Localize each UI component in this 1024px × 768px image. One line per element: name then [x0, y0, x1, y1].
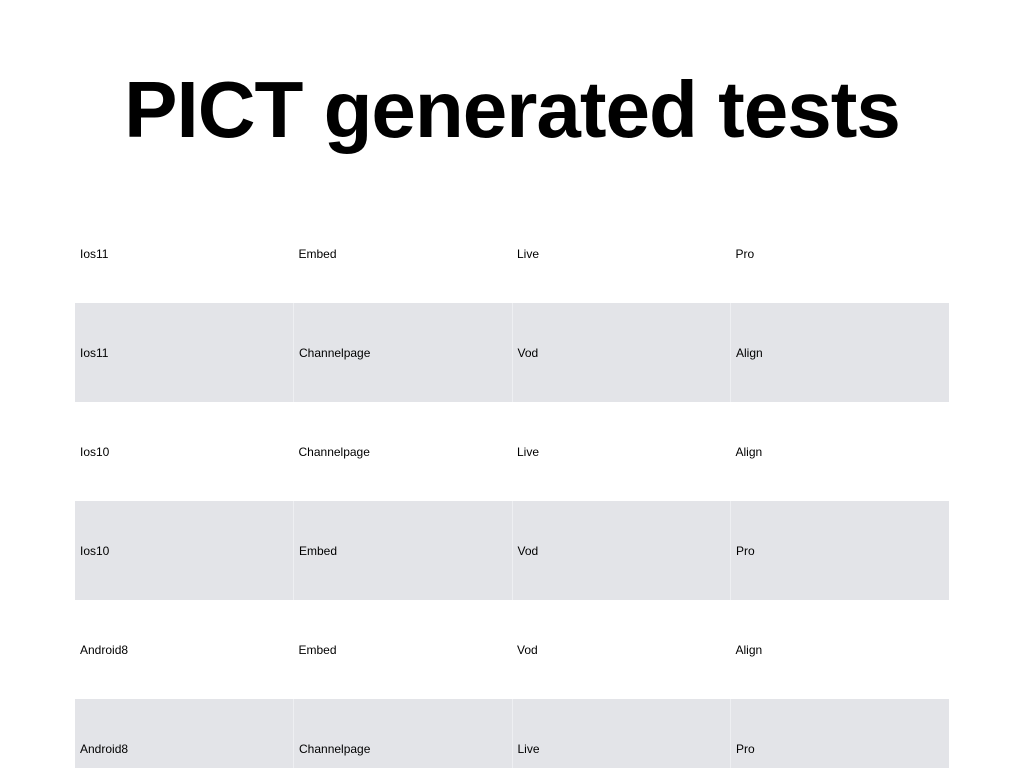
table-cell: Vod: [517, 642, 538, 657]
table-cell: Android8: [75, 699, 294, 768]
table-cell: Vod: [511, 303, 731, 402]
table-cell: Embed: [298, 246, 337, 261]
table-cell: Ios11: [75, 303, 294, 402]
table-cell: Align: [735, 444, 763, 459]
table-cell: Channelpage: [298, 444, 370, 459]
table-cell: Align: [735, 642, 763, 657]
table-cell: Live: [511, 699, 731, 768]
table-cell: Pro: [735, 246, 755, 261]
table-cell: Live: [517, 444, 540, 459]
table-cell: Align: [730, 303, 949, 402]
table-cell: Pro: [730, 501, 949, 600]
table-row: Ios10 Channelpage Live Align: [75, 402, 949, 501]
table-cell: Embed: [293, 501, 512, 600]
slide-title: PICT generated tests: [124, 65, 901, 154]
table-cell: Android8: [80, 642, 129, 657]
table-cell: Pro: [730, 699, 949, 768]
table-cell: Ios10: [75, 501, 294, 600]
table-cell: Channelpage: [293, 699, 512, 768]
table-cell: Ios10: [80, 444, 110, 459]
table-cell: Vod: [511, 501, 731, 600]
table-row: Ios11 Channelpage Vod Align: [75, 303, 949, 402]
table-cell: Ios11: [80, 246, 109, 261]
test-cases-table: Ios11 Embed Live Pro Ios11 Channelpage V…: [75, 204, 949, 768]
table-cell: Channelpage: [293, 303, 512, 402]
table-row: Android8 Embed Vod Align: [75, 600, 949, 699]
table-row: Ios11 Embed Live Pro: [75, 204, 949, 303]
table-row: Ios10 Embed Vod Pro: [75, 501, 949, 600]
table-row: Android8 Channelpage Live Pro: [75, 699, 949, 768]
table-cell: Live: [517, 246, 540, 261]
table-cell: Embed: [298, 642, 337, 657]
